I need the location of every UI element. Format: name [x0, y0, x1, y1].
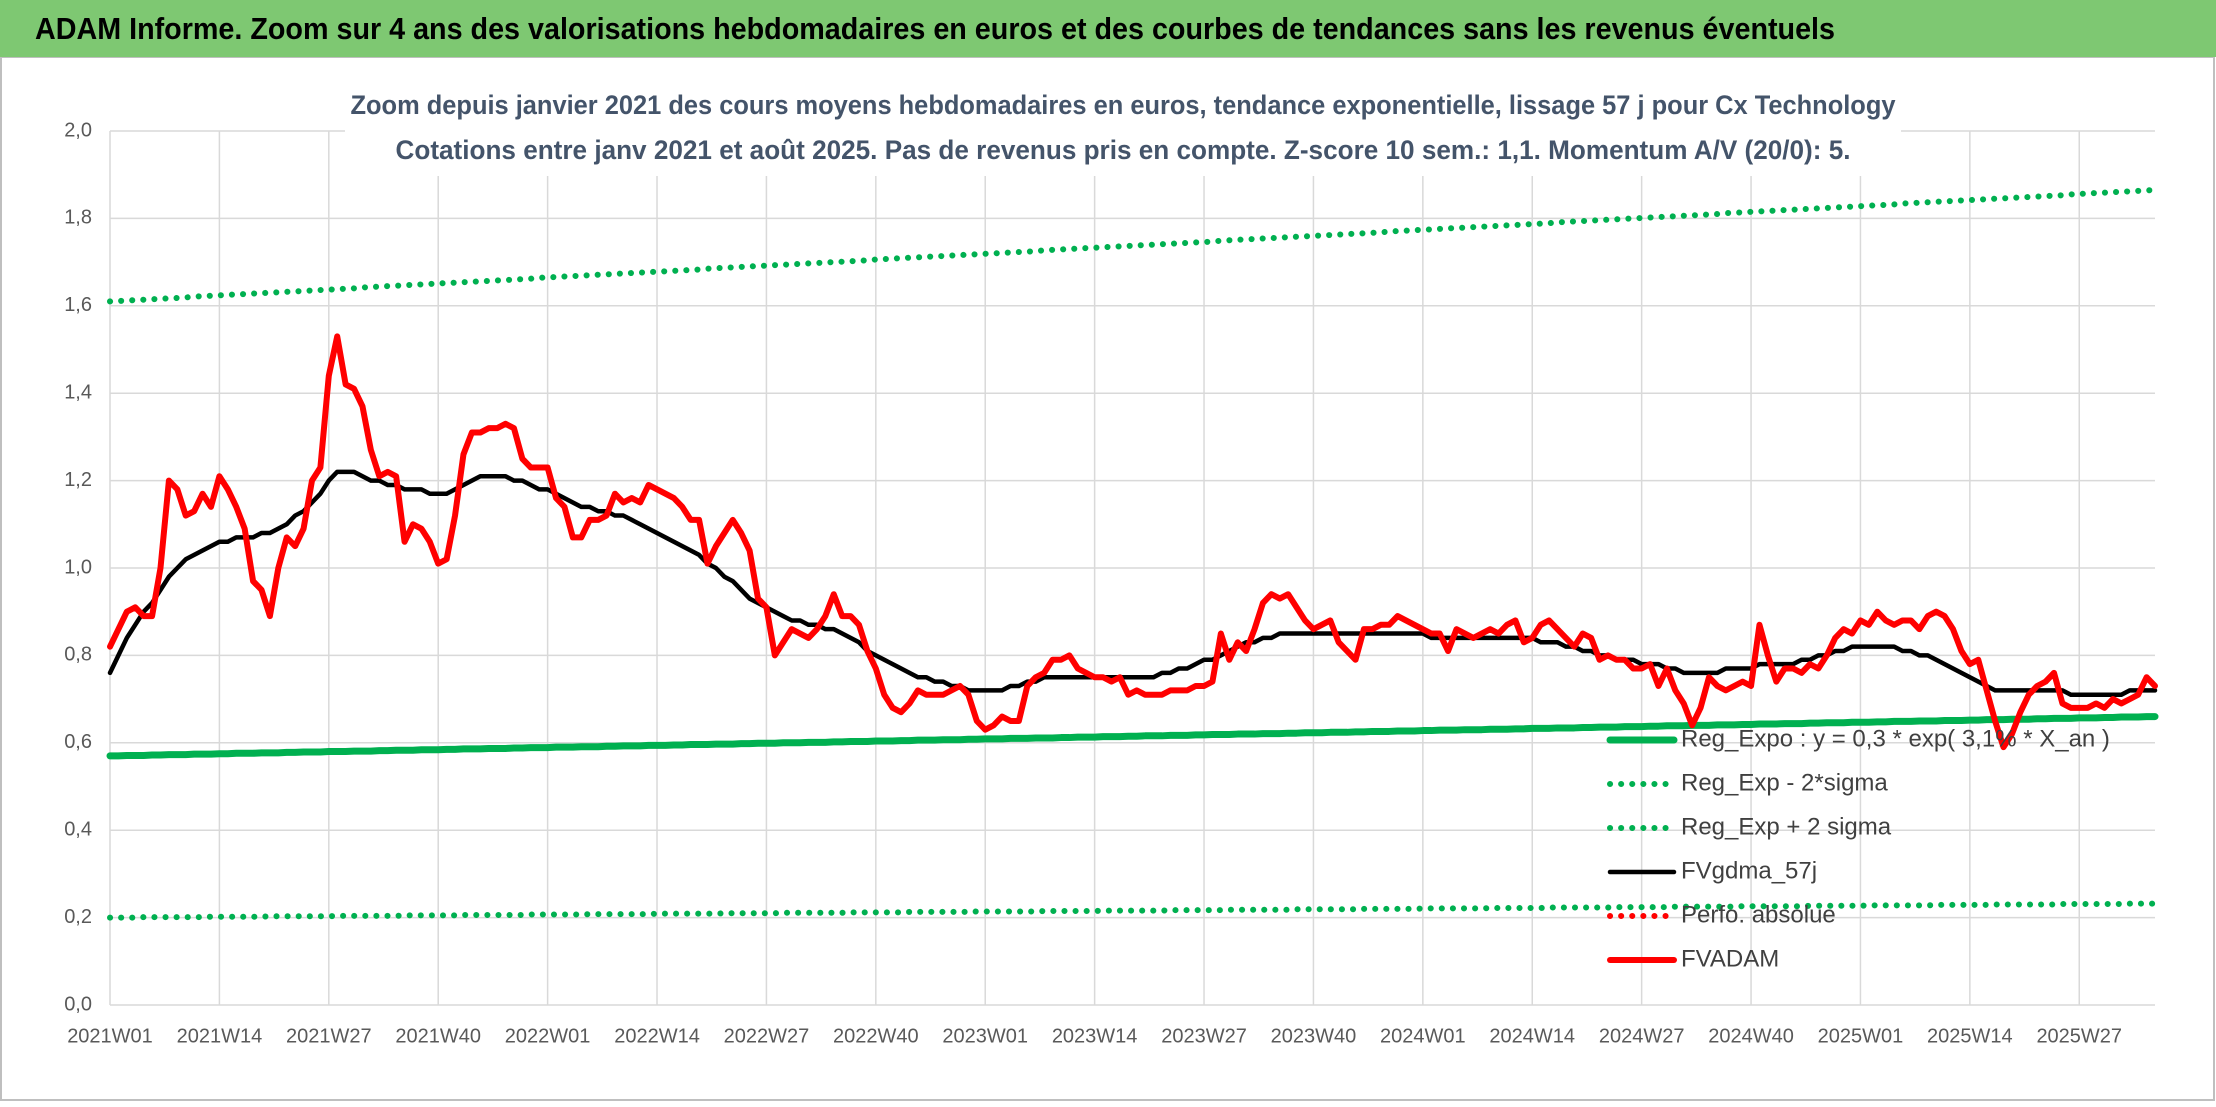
series-line: [107, 187, 2158, 305]
legend-label: FVADAM: [1681, 945, 1779, 972]
y-tick-label: 1,0: [64, 556, 92, 578]
y-tick-label: 1,6: [64, 294, 92, 316]
x-tick-label: 2021W14: [177, 1025, 263, 1047]
y-tick-label: 0,4: [64, 818, 92, 840]
y-tick-label: 2,0: [64, 119, 92, 141]
x-tick-label: 2022W01: [505, 1025, 591, 1047]
series-line: [107, 333, 2158, 751]
legend-label: Perfo. absolue: [1681, 901, 1836, 928]
x-tick-label: 2022W40: [833, 1025, 919, 1047]
legend-label: Reg_Expo : y = 0,3 * exp( 3,1% * X_an ): [1681, 725, 2110, 752]
legend: Reg_Expo : y = 0,3 * exp( 3,1% * X_an ) R…: [1606, 725, 2110, 972]
x-tick-label: 2023W40: [1271, 1025, 1357, 1047]
y-tick-label: 1,8: [64, 207, 92, 229]
subtitle: Zoom depuis janvier 2021 des cours moyen…: [351, 90, 1896, 120]
y-tick-label: 1,4: [64, 381, 92, 403]
header-bar: [0, 0, 2216, 57]
legend-label: Reg_Exp + 2 sigma: [1681, 813, 1892, 840]
x-tick-label: 2024W40: [1708, 1025, 1794, 1047]
series-line: [107, 900, 2158, 921]
x-tick-label: 2025W27: [2036, 1025, 2122, 1047]
x-tick-label: 2024W01: [1380, 1025, 1466, 1047]
x-tick-label: 2023W01: [942, 1025, 1028, 1047]
subtitle-box: [345, 86, 1901, 176]
grid: 0,0 0,2 0,4 0,6 0,8 1,0 1,2 1,4 1,6 1,8 2,0 2021W01…: [64, 119, 2155, 1047]
series-lines: [106, 187, 2159, 921]
x-tick-label: 2025W01: [1818, 1025, 1904, 1047]
series-line: [106, 713, 2159, 760]
x-tick-label: 2021W27: [286, 1025, 372, 1047]
y-tick-label: 0,0: [64, 993, 92, 1015]
chart-title: ADAM Informe. Zoom sur 4 ans des valoris…: [35, 11, 1835, 46]
y-tick-label: 0,2: [64, 906, 92, 928]
x-tick-label: 2022W27: [724, 1025, 810, 1047]
x-tick-label: 2022W14: [614, 1025, 700, 1047]
x-tick-label: 2023W14: [1052, 1025, 1138, 1047]
y-tick-label: 0,6: [64, 731, 92, 753]
series-line: [107, 469, 2158, 697]
x-tick-label: 2024W27: [1599, 1025, 1685, 1047]
legend-label: Reg_Exp - 2*sigma: [1681, 769, 1888, 796]
x-tick-label: 2021W40: [395, 1025, 481, 1047]
x-tick-label: 2024W14: [1489, 1025, 1575, 1047]
x-tick-label: 2023W27: [1161, 1025, 1247, 1047]
subtitle: Cotations entre janv 2021 et août 2025. …: [396, 135, 1851, 165]
y-tick-label: 0,8: [64, 644, 92, 666]
y-tick-label: 1,2: [64, 469, 92, 491]
legend-label: FVgdma_57j: [1681, 857, 1817, 884]
x-tick-label: 2021W01: [67, 1025, 153, 1047]
x-tick-label: 2025W14: [1927, 1025, 2013, 1047]
